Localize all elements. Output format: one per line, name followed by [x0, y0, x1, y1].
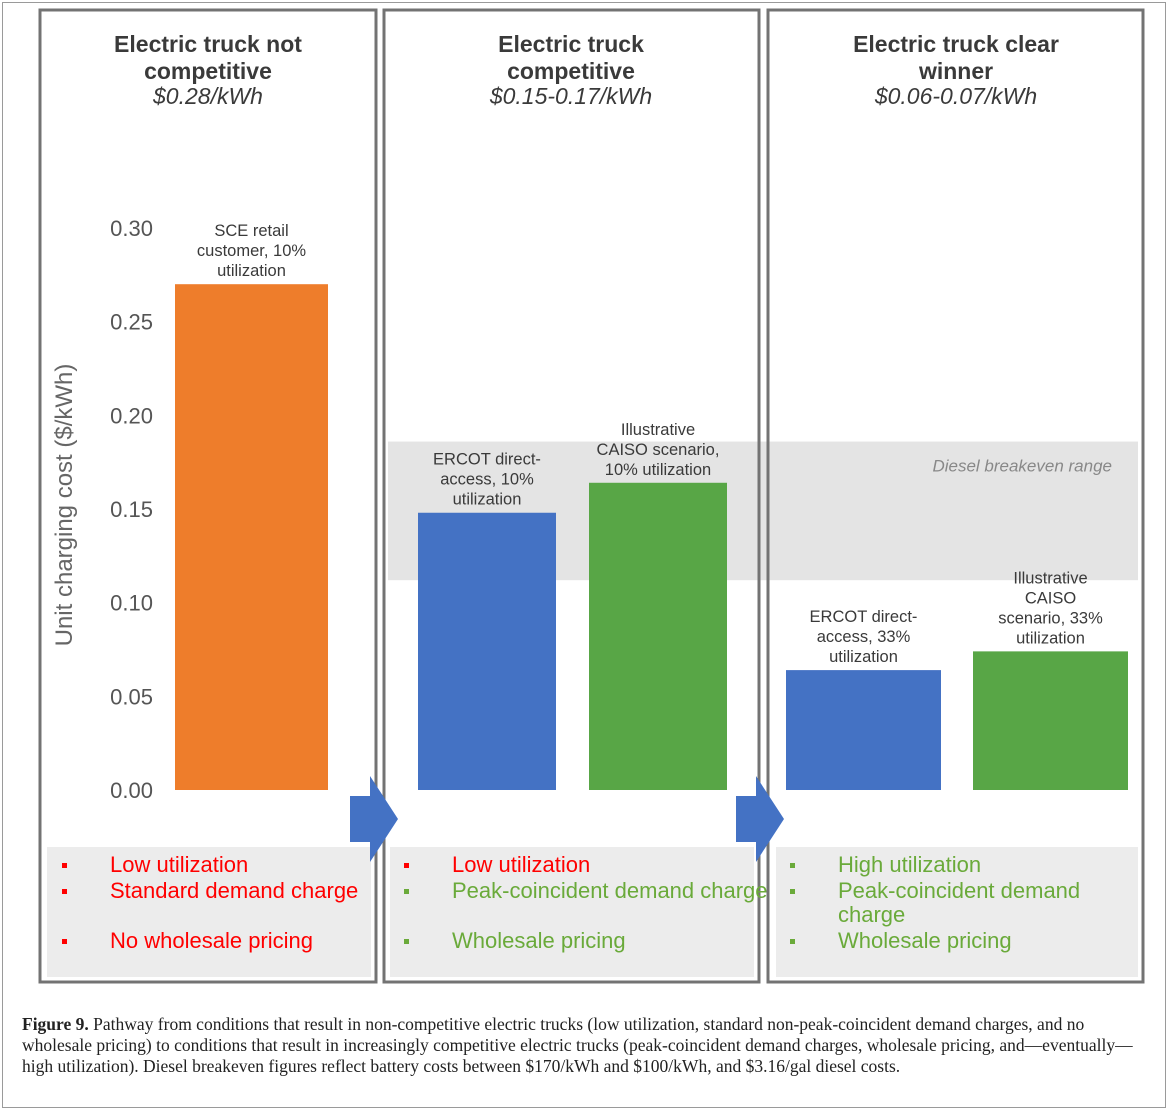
bar-5 [973, 651, 1128, 790]
bar-label-5: Illustrative CAISO scenario, 33% utilizatio… [998, 569, 1103, 647]
bar-4 [786, 670, 941, 790]
bar-label-1: SCE retail customer, 10% utilization [197, 222, 306, 280]
condition-text: Wholesale pricing [452, 928, 626, 953]
diesel-breakeven-label: Diesel breakeven range [932, 457, 1112, 476]
y-tick-label: 0.00 [110, 778, 153, 803]
bullet-icon [62, 889, 67, 894]
condition-item: High utilization [790, 853, 1170, 877]
y-tick-label: 0.25 [110, 310, 153, 335]
y-axis: 0.00 0.05 0.10 0.15 0.20 0.25 0.30 [110, 216, 153, 803]
bullet-icon [404, 863, 409, 868]
bar-label-3: Illustrative CAISO scenario, 10% utilizati… [597, 421, 720, 479]
panel-1-price: $0.28/kWh [152, 83, 263, 109]
bar-1 [175, 284, 328, 790]
panel-3-title: Electric truck clear winner [853, 31, 1059, 84]
condition-text: Peak-coincident demand charge [452, 878, 768, 903]
y-tick-label: 0.10 [110, 591, 153, 616]
condition-text: Wholesale pricing [838, 928, 1012, 953]
bullet-icon [790, 889, 795, 894]
panel-2-price: $0.15-0.17/kWh [489, 83, 652, 109]
bullet-icon [404, 889, 409, 894]
condition-text: Peak-coincident demand charge [838, 878, 1080, 927]
bullet-icon [62, 939, 67, 944]
condition-text: Standard demand charge [110, 878, 358, 903]
condition-item: Peak-coincident demand charge [790, 879, 1088, 927]
condition-text: No wholesale pricing [110, 928, 313, 953]
y-axis-label: Unit charging cost ($/kWh) [51, 364, 78, 647]
condition-item: Wholesale pricing [790, 929, 1170, 953]
panel-3-price: $0.06-0.07/kWh [874, 83, 1037, 109]
condition-text: High utilization [838, 852, 981, 877]
condition-item: Low utilization [404, 853, 792, 877]
bar-3 [589, 483, 727, 790]
panel-2-title: Electric truck competitive [498, 31, 644, 84]
y-tick-label: 0.15 [110, 497, 153, 522]
caption-text: Pathway from conditions that result in n… [22, 1014, 1133, 1076]
caption-label: Figure 9. [22, 1014, 89, 1034]
panel-1-title: Electric truck not competitive [114, 31, 302, 84]
condition-item: Wholesale pricing [404, 929, 792, 953]
condition-item: No wholesale pricing [62, 929, 410, 953]
condition-item: Low utilization [62, 853, 410, 877]
condition-item: Standard demand charge [62, 879, 370, 903]
bullet-icon [790, 863, 795, 868]
bullet-icon [62, 863, 67, 868]
condition-text: Low utilization [110, 852, 248, 877]
y-tick-label: 0.20 [110, 403, 153, 428]
bar-2 [418, 513, 556, 790]
y-tick-label: 0.30 [110, 216, 153, 241]
bullet-icon [790, 939, 795, 944]
condition-item: Peak-coincident demand charge [404, 879, 772, 903]
condition-text: Low utilization [452, 852, 590, 877]
bullet-icon [404, 939, 409, 944]
bar-label-4: ERCOT direct-access, 33% utilization [810, 608, 918, 666]
figure-caption: Figure 9. Pathway from conditions that r… [22, 1014, 1148, 1077]
y-tick-label: 0.05 [110, 684, 153, 709]
